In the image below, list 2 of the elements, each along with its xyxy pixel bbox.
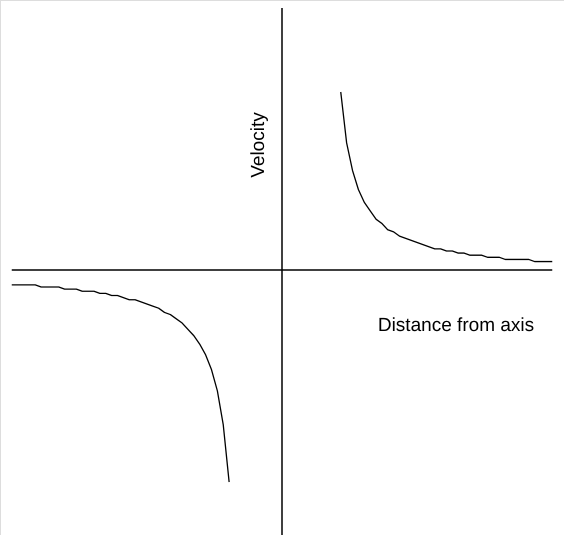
x-axis-title: Distance from axis bbox=[378, 315, 534, 336]
y-axis-title: Velocity bbox=[248, 112, 269, 178]
